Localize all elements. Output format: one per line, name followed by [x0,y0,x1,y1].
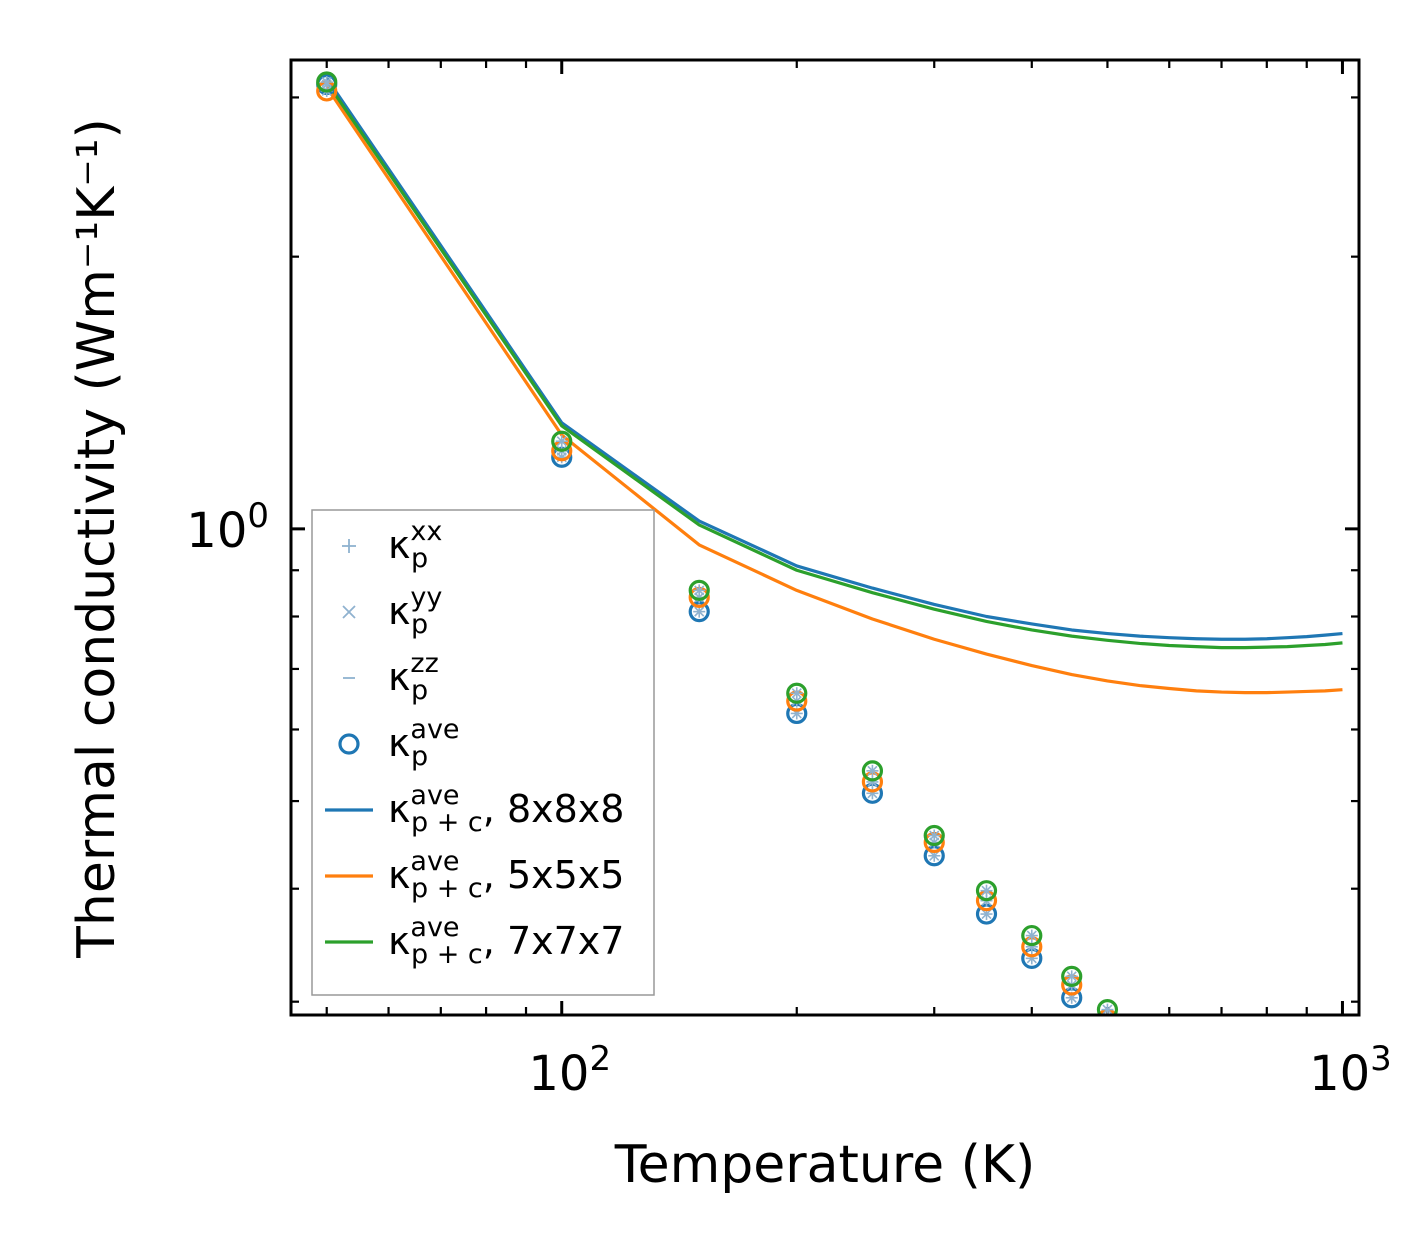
legend-subscript: p + c [411,807,483,838]
legend-symbol: κ [388,589,410,633]
legend-superscript: xx [410,516,442,547]
y-tick-labels: 100 [186,496,269,559]
data-point [1021,924,1043,947]
legend-label: κave p + c, 5x5x5 [388,846,624,904]
scatter-series-group [316,71,1119,1015]
legend-subscript: p [411,675,428,706]
point-marker-cross [929,830,940,841]
data-point [861,760,884,782]
legend-frame [311,509,655,996]
point-marker-cross [1102,1004,1113,1015]
legend-superscript: ave [410,846,459,877]
legend-symbol: κ [388,787,410,831]
point-marker-cross [867,765,878,776]
legend-entry: κzz p [343,648,439,706]
y-tick-label: 100 [186,496,269,559]
point-marker-cross [1026,930,1037,941]
legend-symbol: κ [388,655,410,699]
point-marker-cross [694,585,705,596]
legend-symbol: κ [388,721,410,765]
legend-superscript: yy [410,582,442,613]
legend-symbol: κ [388,523,410,567]
legend-symbol: κ [388,853,410,897]
tick-label-base: 10 [1309,1046,1370,1102]
series-line [325,86,1343,695]
legend-label: κave p + c, 7x7x7 [388,912,624,970]
data-point [551,430,573,452]
legend-label: κzz p [388,648,439,706]
legend-superscript: ave [410,780,459,811]
legend-entry: κave p + c, 7x7x7 [325,912,624,970]
legend-entry: κave p + c, 5x5x5 [325,846,624,904]
tick-label-exponent: 3 [1370,1039,1392,1079]
legend-suffix: , 5x5x5 [483,853,625,897]
point-marker-cross [791,688,802,699]
legend-subscript: p [411,741,428,772]
legend-entry: κave p [338,714,460,772]
legend-label: κave p [388,714,460,772]
legend-label: κyy p [388,582,442,640]
data-point [1061,965,1083,987]
legend-subscript: p [411,543,428,574]
point-marker-cross [321,76,332,88]
legend-symbol: κ [388,919,410,963]
cross-icon [342,605,356,619]
data-point [923,824,945,847]
plot-frame [289,58,1361,1017]
tick-label-exponent: 2 [589,1039,611,1079]
x-axis-label: Temperature (K) [614,1135,1036,1195]
data-point [975,880,998,902]
legend-superscript: ave [410,912,459,943]
legend-entry: κave p + c, 8x8x8 [325,780,624,838]
x-tick-labels: 102 103 [528,1039,1391,1102]
point-marker-cross [556,436,567,447]
data-point [316,71,338,93]
legend-subscript: p + c [411,873,483,904]
legend-subscript: p + c [411,939,483,970]
tick-label-base: 10 [186,503,247,559]
data-point [1096,999,1119,1015]
point-marker-cross [981,885,992,896]
legend-entry: κyy p [342,582,442,640]
point-marker-cross [929,850,940,861]
legend-entry: κxx p [342,516,442,574]
point-marker-cross [981,908,992,920]
point-marker-cross [694,606,705,617]
tick-label-base: 10 [528,1046,589,1102]
x-tick-label: 103 [1309,1039,1392,1102]
y-axis-label: Thermal conductivity (Wm⁻¹K⁻¹) [67,118,127,959]
legend-label: κxx p [388,516,442,574]
series-line [325,81,1343,650]
legend-suffix: , 7x7x7 [483,919,625,963]
legend-suffix: , 8x8x8 [483,787,625,831]
line-series-group [325,77,1343,695]
x-tick-label: 102 [528,1039,611,1102]
tick-label-exponent: 0 [247,496,269,536]
data-point [688,579,710,601]
legend-superscript: ave [410,714,459,745]
point-marker-cross [1066,971,1077,982]
legend-superscript: zz [410,648,438,679]
legend-subscript: p [411,609,428,640]
data-point [786,682,808,704]
series-line [325,77,1343,641]
legend-label: κave p + c, 8x8x8 [388,780,624,838]
circle-icon [338,733,360,755]
